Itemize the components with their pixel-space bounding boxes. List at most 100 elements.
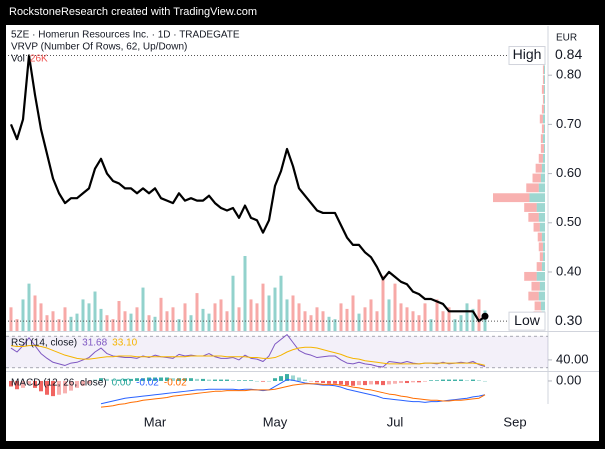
histogram-bar: [213, 379, 217, 381]
histogram-bar: [195, 378, 199, 381]
legend-title: RSI (14, close): [11, 338, 77, 349]
histogram-bar: [9, 380, 13, 387]
level-text: Low: [514, 312, 541, 328]
histogram-bar: [123, 378, 127, 381]
histogram-bar: [339, 380, 343, 385]
histogram-bar: [201, 378, 205, 381]
profile-up: [538, 291, 545, 301]
histogram-bar: [411, 380, 415, 383]
histogram-bar: [447, 379, 451, 381]
profile-up: [543, 65, 545, 75]
profile-down: [538, 153, 543, 163]
level-value: 0.30: [555, 312, 582, 328]
histogram-bar: [87, 380, 91, 384]
profile-down: [542, 65, 544, 75]
histogram-bar: [207, 379, 211, 381]
volume-bar: [231, 275, 235, 331]
profile-up: [538, 183, 545, 193]
legend-name: Vol: [11, 54, 25, 65]
profile-up: [543, 85, 545, 94]
volume-bar: [69, 316, 73, 331]
volume-bar: [369, 299, 373, 331]
series-line: [100, 379, 486, 405]
legend-value: 31.68: [82, 338, 107, 349]
volume-bar: [105, 315, 109, 331]
volume-bar: [351, 295, 355, 331]
histogram-bar: [405, 380, 409, 384]
histogram-bar: [477, 380, 481, 381]
volume-bar: [453, 319, 457, 331]
y-tick-label: 0.40: [556, 263, 581, 278]
histogram-bar: [471, 379, 475, 381]
volume-bar: [93, 291, 97, 331]
histogram-bar: [285, 374, 289, 381]
histogram-bar: [177, 378, 181, 381]
volume-bar: [297, 303, 301, 331]
volume-bar: [21, 299, 25, 331]
histogram-bar: [45, 380, 49, 395]
y-tick-label: 40.00: [556, 351, 589, 366]
y-tick-label: 0.80: [556, 67, 581, 82]
histogram-bar: [423, 380, 427, 382]
histogram-bar: [357, 380, 361, 386]
volume-bar: [117, 301, 121, 331]
volume-bar: [447, 307, 451, 331]
histogram-bar: [321, 380, 325, 384]
volume-bar: [147, 315, 151, 331]
series-line: [9, 54, 486, 323]
profile-up: [542, 242, 545, 252]
histogram-bar: [75, 380, 79, 388]
histogram-bar: [105, 378, 109, 381]
volume-bar: [153, 316, 157, 331]
histogram-bar: [435, 380, 439, 381]
volume-bar: [387, 299, 391, 331]
profile-down: [542, 94, 544, 104]
level-box: [508, 46, 546, 66]
profile-down: [531, 281, 540, 291]
legend-value: 33.10: [112, 338, 137, 349]
histogram-bar: [141, 378, 145, 381]
profile-up: [529, 193, 545, 203]
volume-bar: [135, 307, 139, 331]
volume-bar: [243, 256, 247, 331]
profile-down: [534, 301, 541, 311]
histogram-bar: [231, 380, 235, 381]
volume-bar: [63, 307, 67, 331]
volume-bar: [129, 313, 133, 331]
volume-bar: [327, 316, 331, 331]
histogram-bar: [459, 379, 463, 381]
profile-down: [539, 252, 543, 262]
histogram-bar: [351, 380, 355, 386]
volume-bar: [9, 307, 13, 331]
profile-up: [539, 222, 545, 232]
volume-bar: [471, 308, 475, 331]
profile-down: [536, 262, 542, 271]
histogram-bar: [21, 380, 25, 388]
volume-bar: [381, 275, 385, 331]
profile-up: [542, 114, 545, 124]
histogram-bar: [465, 380, 469, 381]
histogram-bar: [39, 380, 43, 392]
level-text: High: [513, 46, 542, 62]
y-tick-label: 0.70: [556, 116, 581, 131]
profile-down: [524, 271, 537, 281]
volume-bar: [333, 319, 337, 331]
profile-up: [539, 281, 545, 291]
histogram-bar: [159, 377, 163, 381]
volume-bar: [177, 319, 181, 331]
volume-bar: [45, 315, 49, 331]
y-tick-label: 0.60: [556, 165, 581, 180]
volume-bar: [477, 299, 481, 331]
profile-down: [541, 104, 544, 114]
volume-bar: [459, 315, 463, 331]
volume-bar: [249, 299, 253, 331]
histogram-bar: [381, 380, 385, 386]
profile-down: [537, 232, 542, 242]
histogram-bar: [297, 377, 301, 381]
histogram-bar: [171, 378, 175, 381]
histogram-bar: [327, 380, 331, 384]
histogram-bar: [219, 379, 223, 381]
histogram-bar: [153, 377, 157, 381]
volume-bar: [57, 319, 61, 331]
volume-bar: [255, 303, 259, 331]
